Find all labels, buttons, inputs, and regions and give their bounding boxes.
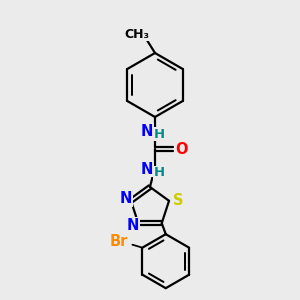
Text: S: S xyxy=(173,193,183,208)
Text: CH₃: CH₃ xyxy=(124,28,149,40)
Text: N: N xyxy=(120,191,132,206)
Text: N: N xyxy=(127,218,140,233)
Text: N: N xyxy=(141,161,153,176)
Text: H: H xyxy=(153,128,165,140)
Text: H: H xyxy=(153,167,165,179)
Text: Br: Br xyxy=(109,234,128,249)
Text: N: N xyxy=(141,124,153,139)
Text: O: O xyxy=(176,142,188,157)
